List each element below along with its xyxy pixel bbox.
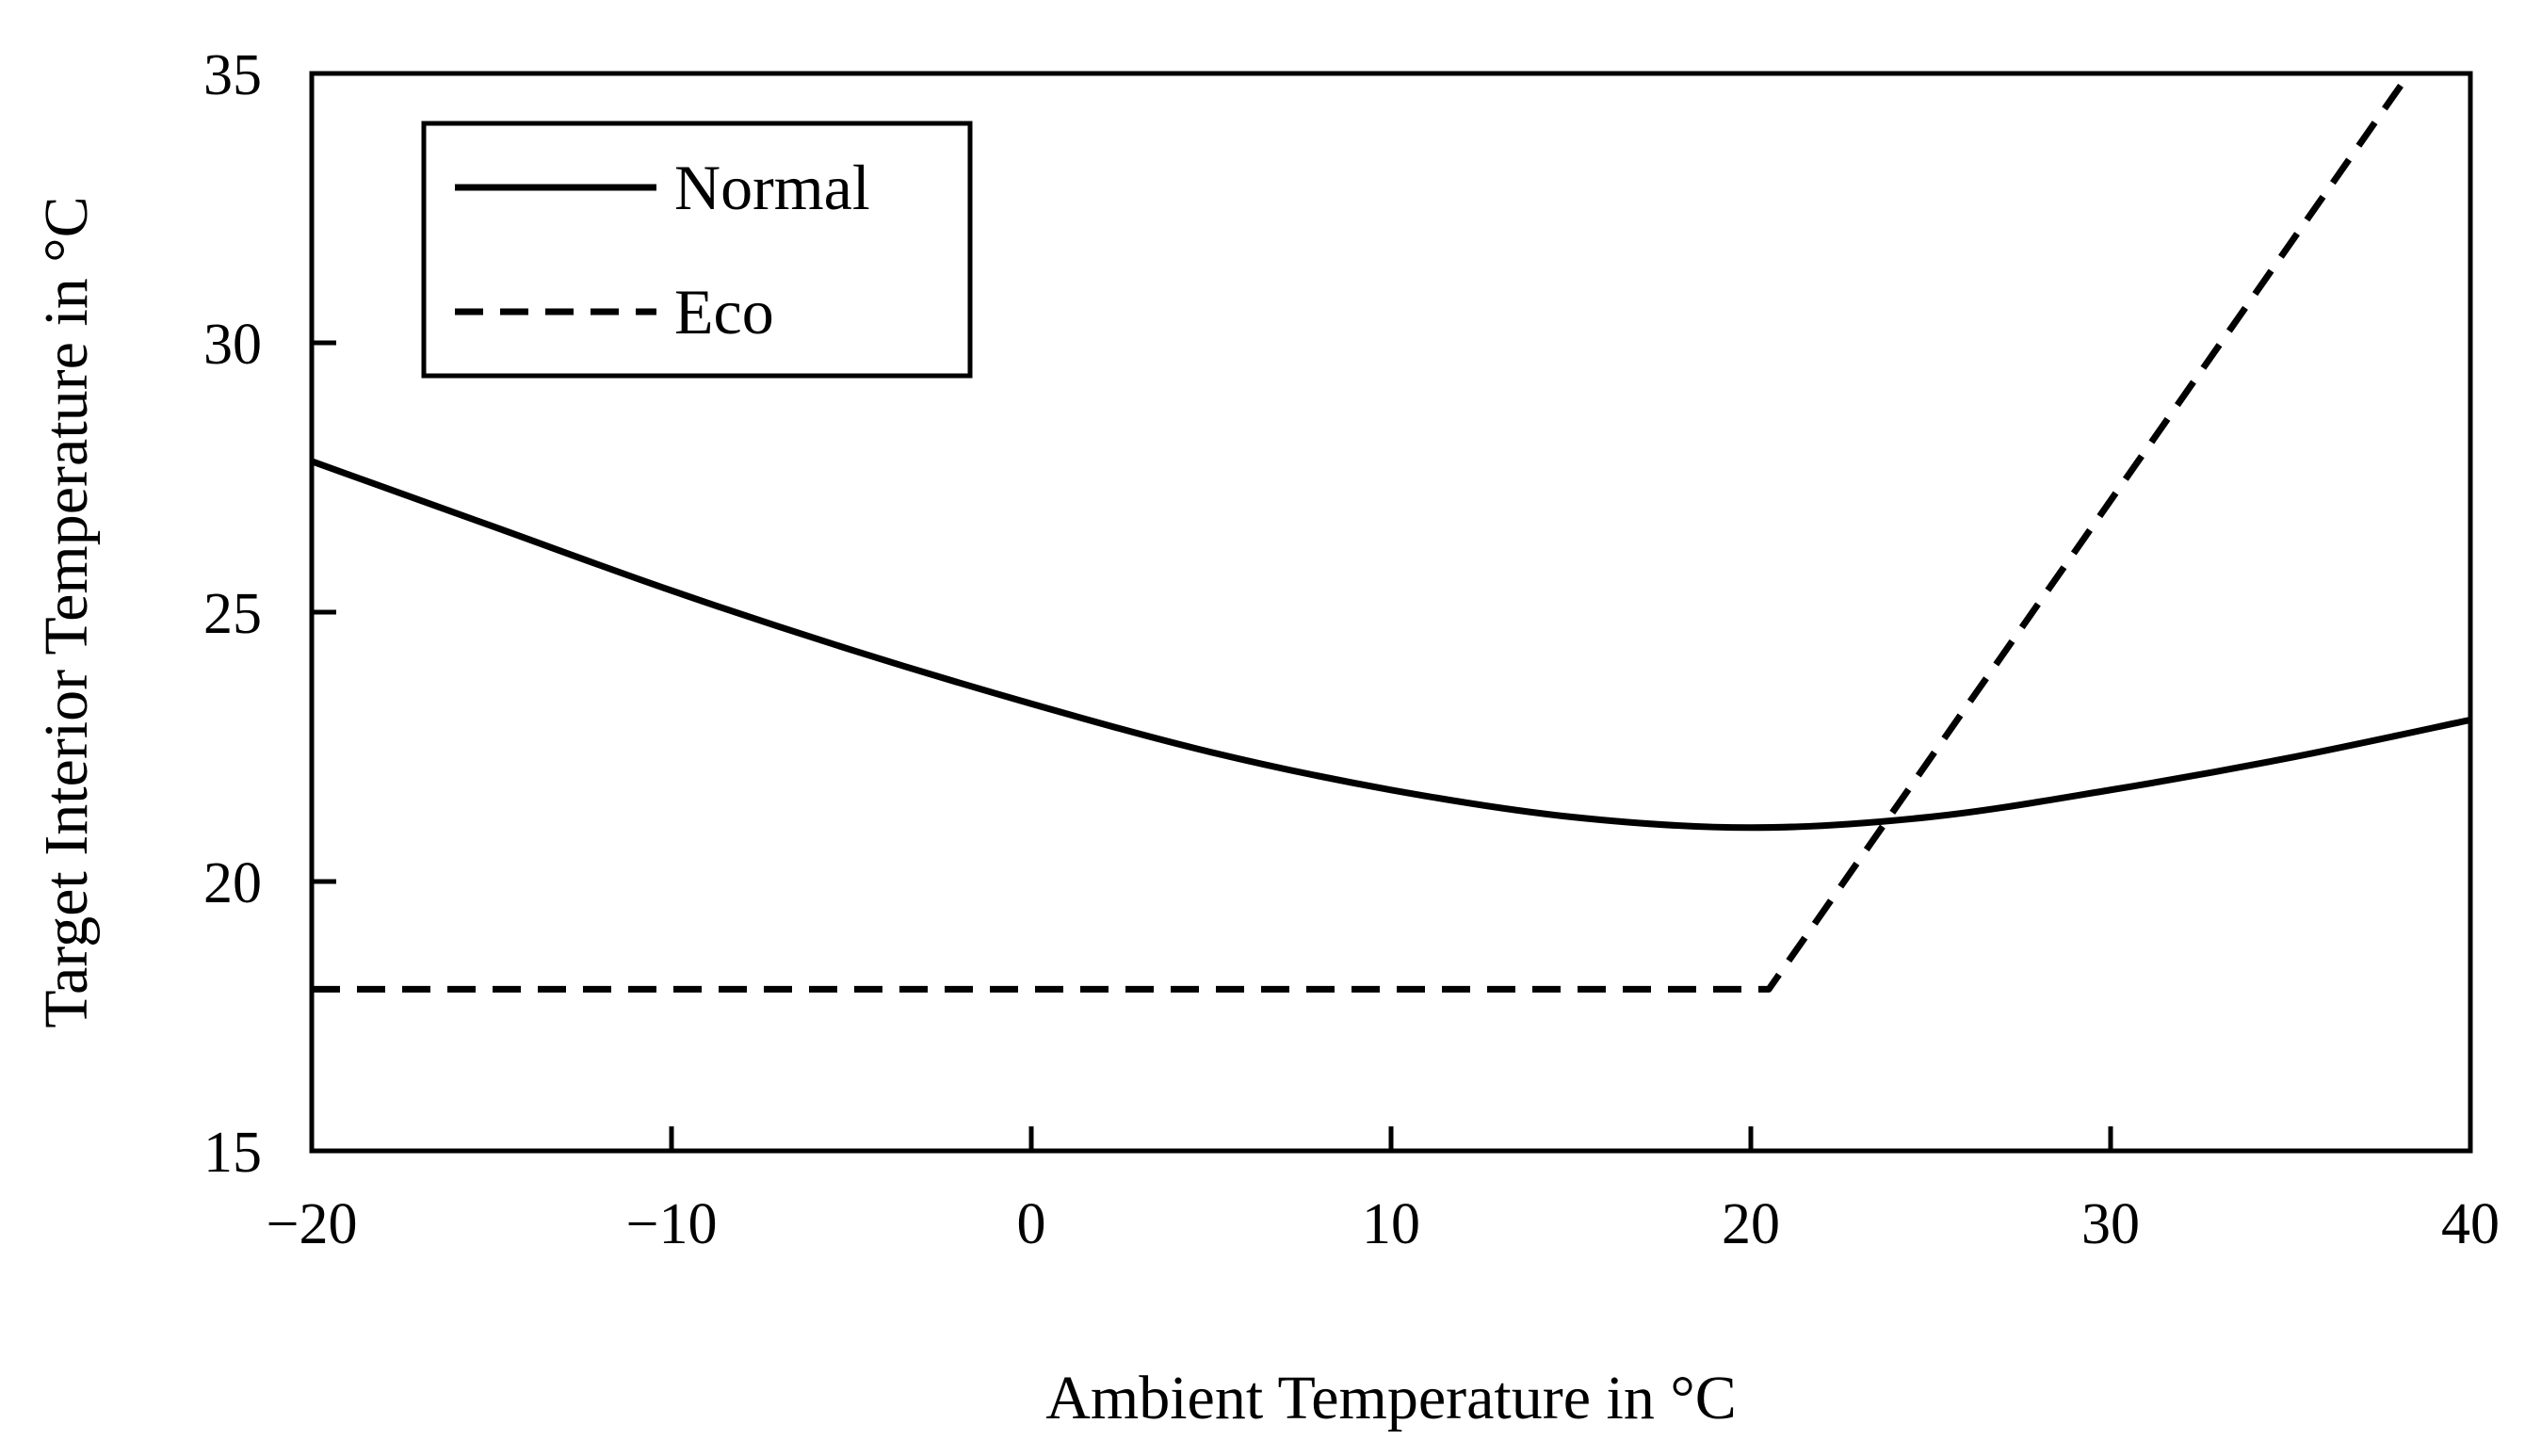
legend-label-normal: Normal (674, 152, 870, 223)
x-tick-label: 30 (2081, 1192, 2140, 1256)
series-line-normal (310, 458, 2471, 832)
series-layer (310, 71, 2471, 993)
y-tick-label: 25 (203, 582, 262, 646)
legend-box (421, 121, 973, 379)
x-tick-label: 40 (2441, 1192, 2500, 1256)
x-tick-label: 10 (1362, 1192, 1420, 1256)
y-tick-label: 35 (203, 43, 262, 107)
plot-frame (309, 71, 2473, 1154)
y-tick-label: 15 (203, 1121, 262, 1185)
y-tick-label: 20 (203, 851, 262, 915)
legend: Normal Eco (421, 121, 973, 379)
x-tick-label: 0 (1017, 1192, 1046, 1256)
y-tick-label: 30 (203, 313, 262, 377)
y-axis-title: Target Interior Temperature in °C (32, 196, 101, 1027)
x-tick-label: −20 (267, 1192, 358, 1256)
x-tick-label: −10 (626, 1192, 718, 1256)
tick-labels: −20 −10 0 10 20 30 40 15 20 25 30 35 (203, 43, 2500, 1256)
x-tick-label: 20 (1722, 1192, 1780, 1256)
series-line-eco (312, 71, 2412, 993)
x-axis-title: Ambient Temperature in °C (1045, 1364, 1737, 1432)
legend-label-eco: Eco (674, 276, 774, 348)
